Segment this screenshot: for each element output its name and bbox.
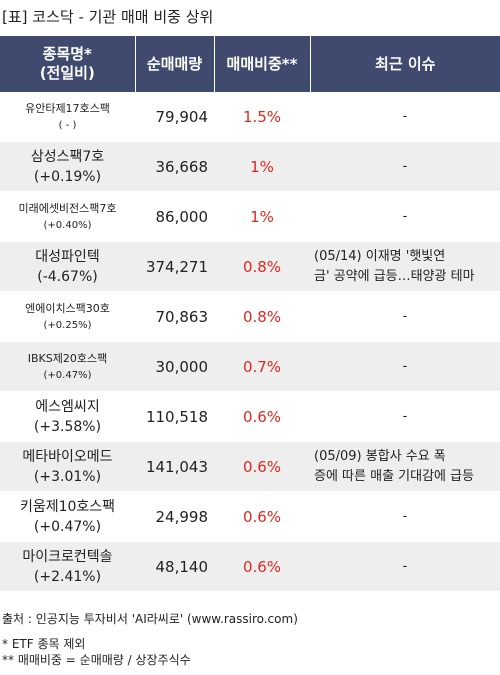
stock-change: (+0.25%) <box>43 319 92 331</box>
stock-name: 삼성스팩7호 <box>30 148 105 165</box>
table-row: 유안타제17호스팩 ( - ) 79,904 1.5% - <box>0 92 500 142</box>
stock-name-cell: 메타바이오메드 (+3.01%) <box>0 441 135 492</box>
trading-ratio: 0.6% <box>214 391 310 442</box>
table-row: 마이크로컨텍솔 (+2.41%) 48,140 0.6% - <box>0 541 500 592</box>
footnote-etf: * ETF 종목 제외 <box>2 637 86 651</box>
recent-issue: (05/09) 봉합사 수요 폭 증에 따른 매출 기대감에 급등 <box>310 441 500 492</box>
stock-change: (-4.67%) <box>37 268 98 285</box>
recent-issue: - <box>310 92 500 142</box>
recent-issue: (05/14) 이재명 '햇빛연 금' 공약에 급등…태양광 테마 <box>310 241 500 292</box>
header-stock-name-line1: 종목명* <box>42 45 92 63</box>
source-note: 출처 : 인공지능 투자비서 'AI라씨로' (www.rassiro.com) <box>2 612 298 626</box>
recent-issue: - <box>310 541 500 592</box>
net-volume: 70,863 <box>135 291 214 342</box>
trading-ratio: 1% <box>214 191 310 242</box>
table-row: 에스엠씨지 (+3.58%) 110,518 0.6% - <box>0 391 500 442</box>
stock-name: IBKS제20호스팩 <box>27 351 108 365</box>
institution-trading-table: 종목명* (전일비) 순매매량 매매비중** 최근 이슈 유안타제17호스팩 (… <box>0 36 500 592</box>
net-volume: 79,904 <box>135 92 214 142</box>
stock-name: 마이크로컨텍솔 <box>22 548 113 565</box>
table-row: 대성파인텍 (-4.67%) 374,271 0.8% (05/14) 이재명 … <box>0 241 500 292</box>
stock-name: 메타바이오메드 <box>22 448 113 465</box>
stock-change: (+3.58%) <box>33 418 102 435</box>
table-row: 메타바이오메드 (+3.01%) 141,043 0.6% (05/09) 봉합… <box>0 441 500 492</box>
recent-issue: - <box>310 191 500 242</box>
stock-name-cell: IBKS제20호스팩 (+0.47%) <box>0 341 135 392</box>
stock-name-cell: 유안타제17호스팩 ( - ) <box>0 92 135 142</box>
recent-issue-line1: (05/09) 봉합사 수요 폭 <box>314 448 446 464</box>
recent-issue: - <box>310 141 500 192</box>
stock-change: (+0.47%) <box>33 518 102 535</box>
recent-issue-line2: 증에 따른 매출 기대감에 급등 <box>314 468 475 484</box>
recent-issue-line1: (05/14) 이재명 '햇빛연 <box>314 248 446 264</box>
table-row: 엔에이치스팩30호 (+0.25%) 70,863 0.8% - <box>0 291 500 342</box>
table-row: IBKS제20호스팩 (+0.47%) 30,000 0.7% - <box>0 341 500 392</box>
net-volume: 86,000 <box>135 191 214 242</box>
net-volume: 36,668 <box>135 141 214 192</box>
stock-change: (+3.01%) <box>33 468 102 485</box>
stock-change: (+0.47%) <box>43 369 92 381</box>
net-volume: 374,271 <box>135 241 214 292</box>
header-stock-name: 종목명* (전일비) <box>0 36 136 92</box>
table-row: 키움제10호스팩 (+0.47%) 24,998 0.6% - <box>0 491 500 542</box>
stock-name: 에스엠씨지 <box>35 398 100 415</box>
net-volume: 48,140 <box>135 541 214 592</box>
header-row: 종목명* (전일비) 순매매량 매매비중** 최근 이슈 <box>0 36 500 92</box>
stock-change: (+0.40%) <box>43 219 92 231</box>
stock-name-cell: 삼성스팩7호 (+0.19%) <box>0 141 135 192</box>
net-volume: 30,000 <box>135 341 214 392</box>
table-row: 삼성스팩7호 (+0.19%) 36,668 1% - <box>0 141 500 192</box>
stock-change: (+0.19%) <box>33 168 102 185</box>
header-stock-name-line2: (전일비) <box>39 64 95 82</box>
recent-issue: - <box>310 491 500 542</box>
stock-name: 대성파인텍 <box>35 248 100 265</box>
recent-issue: - <box>310 391 500 442</box>
stock-name-cell: 키움제10호스팩 (+0.47%) <box>0 491 135 542</box>
table-row: 미래에셋비전스팩7호 (+0.40%) 86,000 1% - <box>0 191 500 242</box>
stock-change: ( - ) <box>58 119 77 131</box>
header-net-volume: 순매매량 <box>135 36 215 92</box>
stock-name: 유안타제17호스팩 <box>25 101 110 115</box>
stock-name: 키움제10호스팩 <box>19 498 116 515</box>
footnote-ratio: ** 매매비중 = 순매매량 / 상장주식수 <box>2 653 191 667</box>
stock-name: 엔에이치스팩30호 <box>25 301 110 315</box>
stock-name: 미래에셋비전스팩7호 <box>18 201 117 215</box>
stock-change: (+2.41%) <box>33 568 102 585</box>
stock-name-cell: 미래에셋비전스팩7호 (+0.40%) <box>0 191 135 242</box>
trading-ratio: 0.6% <box>214 441 310 492</box>
trading-ratio: 0.6% <box>214 541 310 592</box>
recent-issue: - <box>310 291 500 342</box>
trading-ratio: 0.7% <box>214 341 310 392</box>
trading-ratio: 0.8% <box>214 241 310 292</box>
header-recent-issue: 최근 이슈 <box>310 36 500 92</box>
net-volume: 141,043 <box>135 441 214 492</box>
table-title: [표] 코스닥 - 기관 매매 비중 상위 <box>2 8 214 26</box>
trading-ratio: 1.5% <box>214 92 310 142</box>
stock-name-cell: 에스엠씨지 (+3.58%) <box>0 391 135 442</box>
net-volume: 24,998 <box>135 491 214 542</box>
trading-ratio: 0.8% <box>214 291 310 342</box>
stock-name-cell: 대성파인텍 (-4.67%) <box>0 241 135 292</box>
net-volume: 110,518 <box>135 391 214 442</box>
recent-issue: - <box>310 341 500 392</box>
trading-ratio: 1% <box>214 141 310 192</box>
recent-issue-line2: 금' 공약에 급등…태양광 테마 <box>314 268 475 284</box>
stock-name-cell: 엔에이치스팩30호 (+0.25%) <box>0 291 135 342</box>
header-trading-ratio: 매매비중** <box>214 36 311 92</box>
stock-name-cell: 마이크로컨텍솔 (+2.41%) <box>0 541 135 592</box>
trading-ratio: 0.6% <box>214 491 310 542</box>
